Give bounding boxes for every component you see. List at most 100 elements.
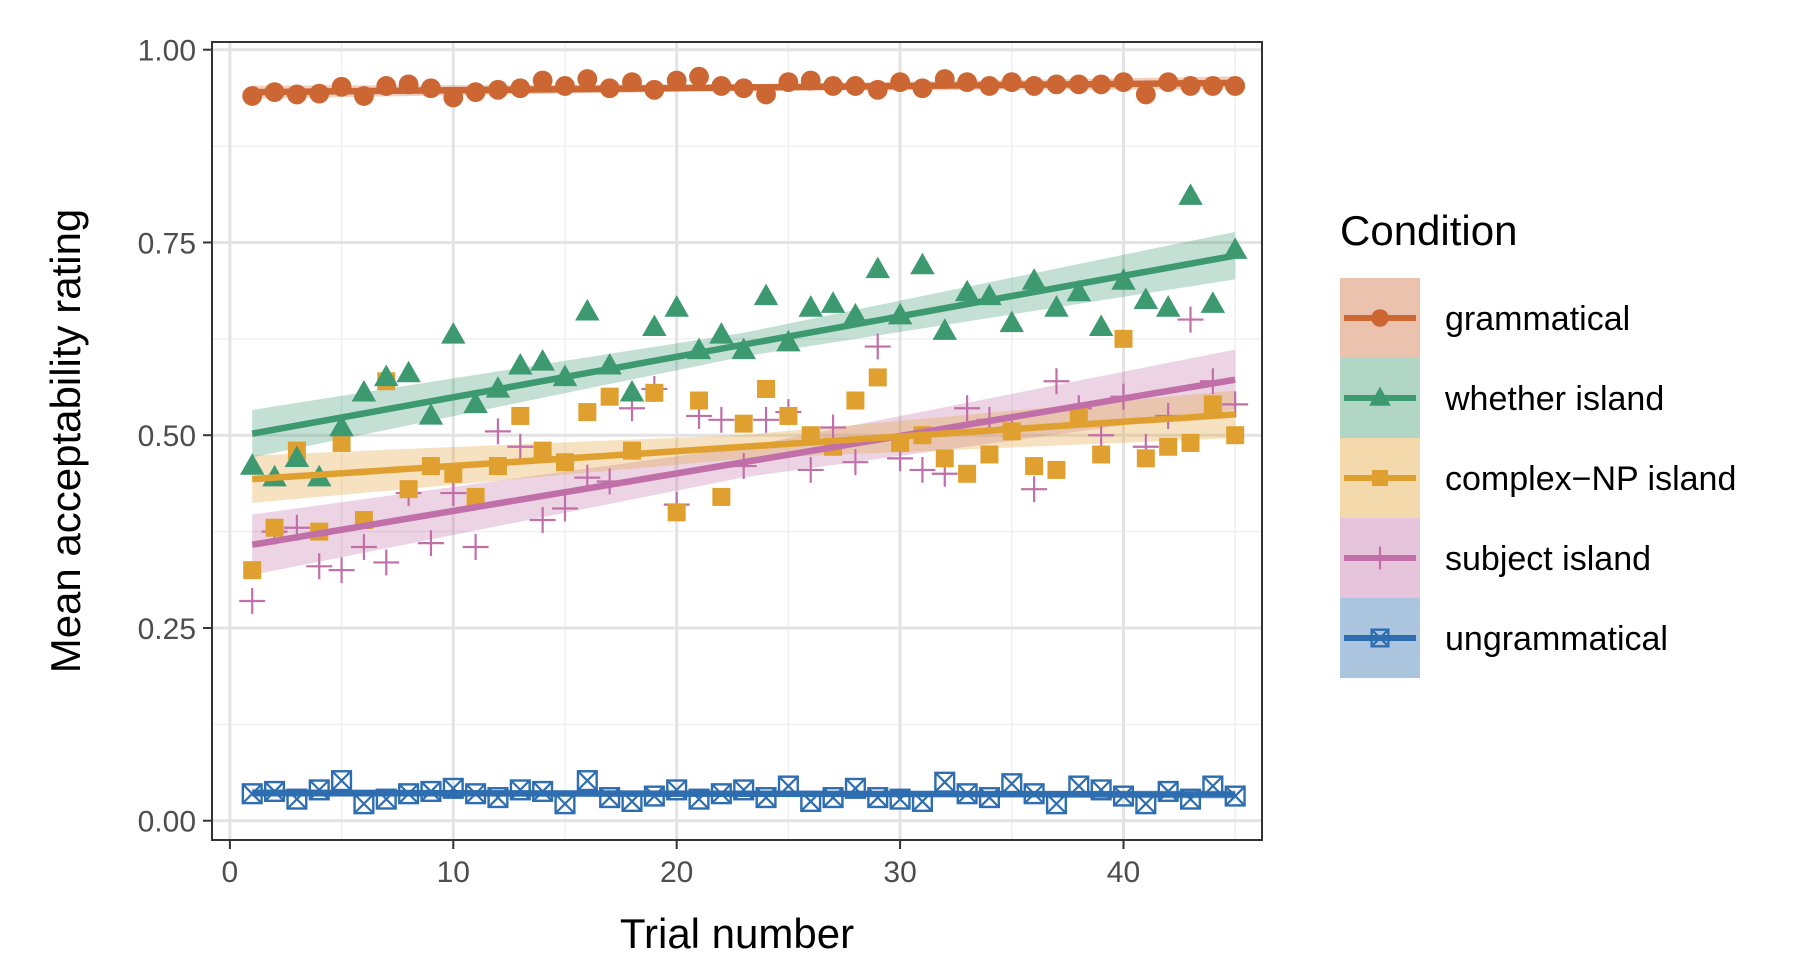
data-point <box>578 403 597 422</box>
data-point <box>958 464 977 483</box>
data-point <box>798 295 823 317</box>
fit-line-whether-island <box>251 252 1236 437</box>
fit-line-grammatical <box>252 79 1236 96</box>
data-point <box>846 391 865 410</box>
data-point <box>418 403 444 425</box>
data-point <box>690 391 709 410</box>
data-point <box>865 256 890 279</box>
data-point <box>533 441 552 460</box>
y-tick-label: 0.75 <box>138 227 196 260</box>
data-point <box>373 549 400 576</box>
plot-panel-border <box>211 41 1263 841</box>
data-point <box>243 561 262 580</box>
data-point <box>776 329 801 352</box>
data-point <box>842 449 869 476</box>
data-point <box>999 310 1025 333</box>
legend-item: complex−NP island <box>1340 438 1736 518</box>
data-point <box>1066 279 1092 302</box>
data-point <box>417 530 444 557</box>
legend-label: subject island <box>1445 540 1651 578</box>
confidence-bands <box>252 76 1236 799</box>
data-point <box>575 299 600 321</box>
data-point <box>329 414 354 437</box>
legend-label: grammatical <box>1445 300 1630 338</box>
data-point <box>600 387 619 406</box>
data-point <box>328 557 355 584</box>
data-point <box>1203 395 1222 414</box>
legend-key-marker <box>1372 470 1388 486</box>
y-tick-label: 0.25 <box>138 613 196 646</box>
data-point <box>934 771 956 793</box>
y-tick-label: 1.00 <box>138 35 196 68</box>
legend-key-marker <box>1369 386 1391 406</box>
fit-line-complex-np-island <box>251 411 1236 483</box>
data-point <box>1047 460 1066 479</box>
data-point <box>731 337 756 360</box>
x-tick-label: 20 <box>660 856 693 889</box>
x-axis-title: Trial number <box>620 910 854 957</box>
data-point <box>712 487 731 506</box>
data-point <box>980 445 999 464</box>
data-point <box>1021 268 1047 290</box>
data-point <box>1177 306 1204 333</box>
data-point <box>864 333 891 360</box>
fit-line-ungrammatical <box>252 789 1236 798</box>
data-point <box>306 553 333 580</box>
data-point <box>284 445 310 468</box>
legend-item: grammatical <box>1340 278 1630 358</box>
data-point <box>1200 291 1226 313</box>
data-point <box>709 322 734 344</box>
data-point <box>511 406 530 425</box>
data-point <box>1155 295 1181 317</box>
data-point <box>708 406 735 433</box>
data-point <box>667 503 686 522</box>
data-point <box>1092 445 1111 464</box>
legend-key-marker <box>1368 546 1392 570</box>
fit-lines <box>251 79 1236 798</box>
data-point <box>463 391 488 414</box>
data-point <box>577 69 598 89</box>
data-point <box>954 395 981 422</box>
data-point <box>1133 287 1159 309</box>
data-point <box>1226 426 1245 445</box>
data-point <box>843 302 868 325</box>
y-axis-title: Mean acceptability rating <box>42 209 89 674</box>
legend-item: whether island <box>1340 358 1664 438</box>
x-tick-label: 10 <box>437 856 470 889</box>
data-point <box>734 414 753 433</box>
data-point <box>868 368 887 387</box>
data-point <box>753 283 779 306</box>
data-point <box>1088 422 1115 449</box>
data-point <box>351 379 377 402</box>
legend-item: subject island <box>1340 518 1651 598</box>
data-point <box>753 406 780 433</box>
data-point <box>910 252 935 275</box>
data-point <box>1159 437 1178 456</box>
data-point <box>1088 314 1114 336</box>
data-point <box>576 770 598 792</box>
data-point <box>1021 476 1048 503</box>
data-point <box>645 383 664 402</box>
legend-key-marker <box>1370 628 1390 648</box>
data-point <box>1114 329 1133 348</box>
data-point <box>689 66 709 87</box>
data-point <box>332 433 351 452</box>
data-point <box>466 487 485 506</box>
data-point <box>1135 84 1156 105</box>
data-point <box>1136 449 1155 468</box>
x-tick-label: 40 <box>1107 856 1140 889</box>
data-point <box>820 291 846 313</box>
data-point <box>642 314 667 336</box>
x-tick-label: 0 <box>222 856 239 889</box>
data-point <box>1181 433 1200 452</box>
data-point <box>484 418 511 445</box>
legend-label: whether island <box>1444 380 1664 418</box>
data-point <box>664 295 689 317</box>
axes: 0 10 20 30 40 0.00 0.25 0.50 0.75 1.00 <box>138 35 1141 889</box>
data-point <box>757 379 776 398</box>
data-point <box>374 364 399 387</box>
data-point <box>909 456 936 483</box>
y-tick-label: 0.00 <box>138 806 196 839</box>
series-points-whether-island <box>239 183 1248 487</box>
